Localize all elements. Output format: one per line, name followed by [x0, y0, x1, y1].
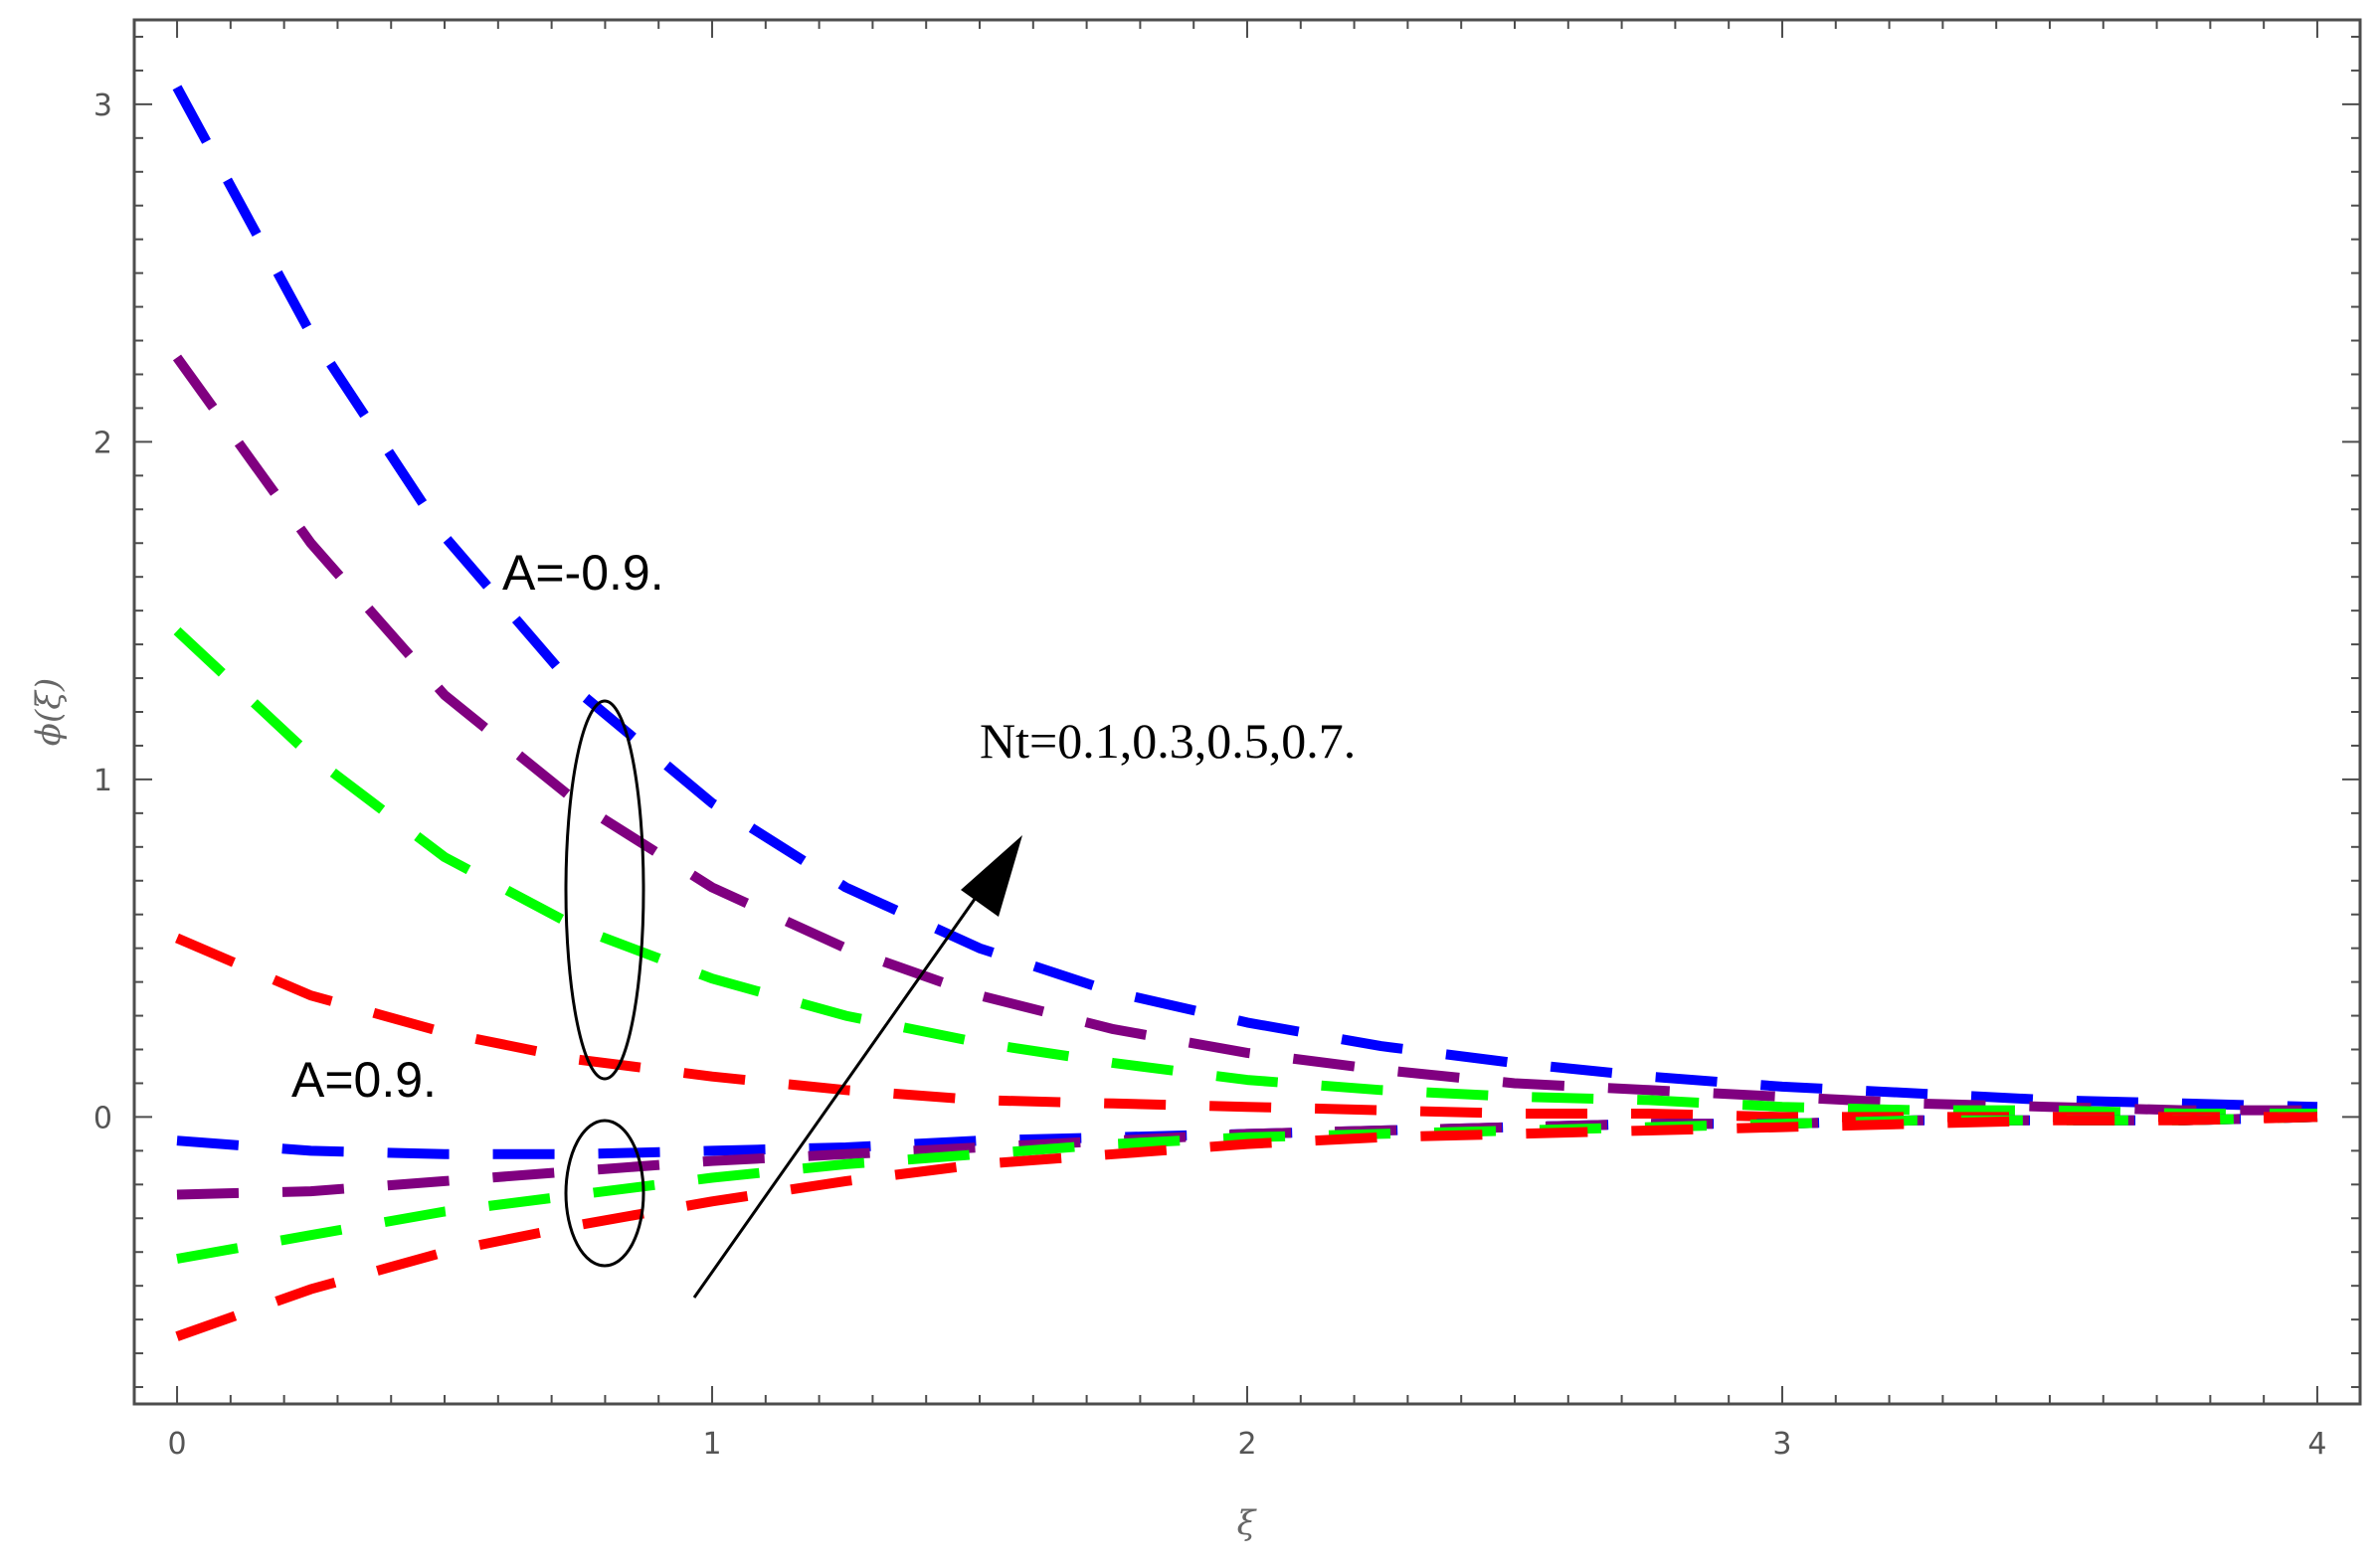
- ticks: [134, 20, 2360, 1404]
- y-tick-label: 3: [93, 88, 112, 123]
- x-tick-label: 1: [702, 1427, 721, 1462]
- annotation-nt: Nt=0.1,0.3,0.5,0.7.: [980, 713, 1356, 769]
- group-ellipse-a-neg: [564, 699, 645, 1081]
- series-line-a-neg-green: [173, 626, 2317, 1119]
- nt-arrow-shaft: [692, 884, 987, 1299]
- tick-labels: 0 1 2 3 4 0 1 2 3: [93, 88, 2327, 1462]
- x-tick-label: 2: [1237, 1427, 1256, 1462]
- y-tick-label: 0: [93, 1101, 112, 1135]
- series-line-a-neg-purple: [172, 354, 2317, 1116]
- nt-arrow-head: [961, 835, 1022, 917]
- y-axis-title: ϕ(ξ): [29, 678, 69, 746]
- series: [172, 85, 2318, 1341]
- series-line-a-neg-blue: [172, 85, 2318, 1113]
- series-line-a-pos-red: [175, 1112, 2318, 1341]
- x-tick-label: 3: [1772, 1427, 1791, 1462]
- group-ellipse-a-pos: [564, 1119, 645, 1268]
- y-tick-label: 1: [93, 764, 112, 798]
- x-tick-label: 0: [167, 1427, 186, 1462]
- series-line-a-neg-red: [175, 933, 2317, 1123]
- annotation-a-pos: A=0.9.: [291, 1052, 437, 1108]
- x-axis-title: ξ: [1237, 1503, 1258, 1543]
- x-tick-label: 4: [2307, 1427, 2326, 1462]
- annotation-a-neg: A=-0.9.: [502, 545, 664, 601]
- y-tick-label: 2: [93, 426, 112, 460]
- series-line-a-pos-green: [176, 1112, 2318, 1264]
